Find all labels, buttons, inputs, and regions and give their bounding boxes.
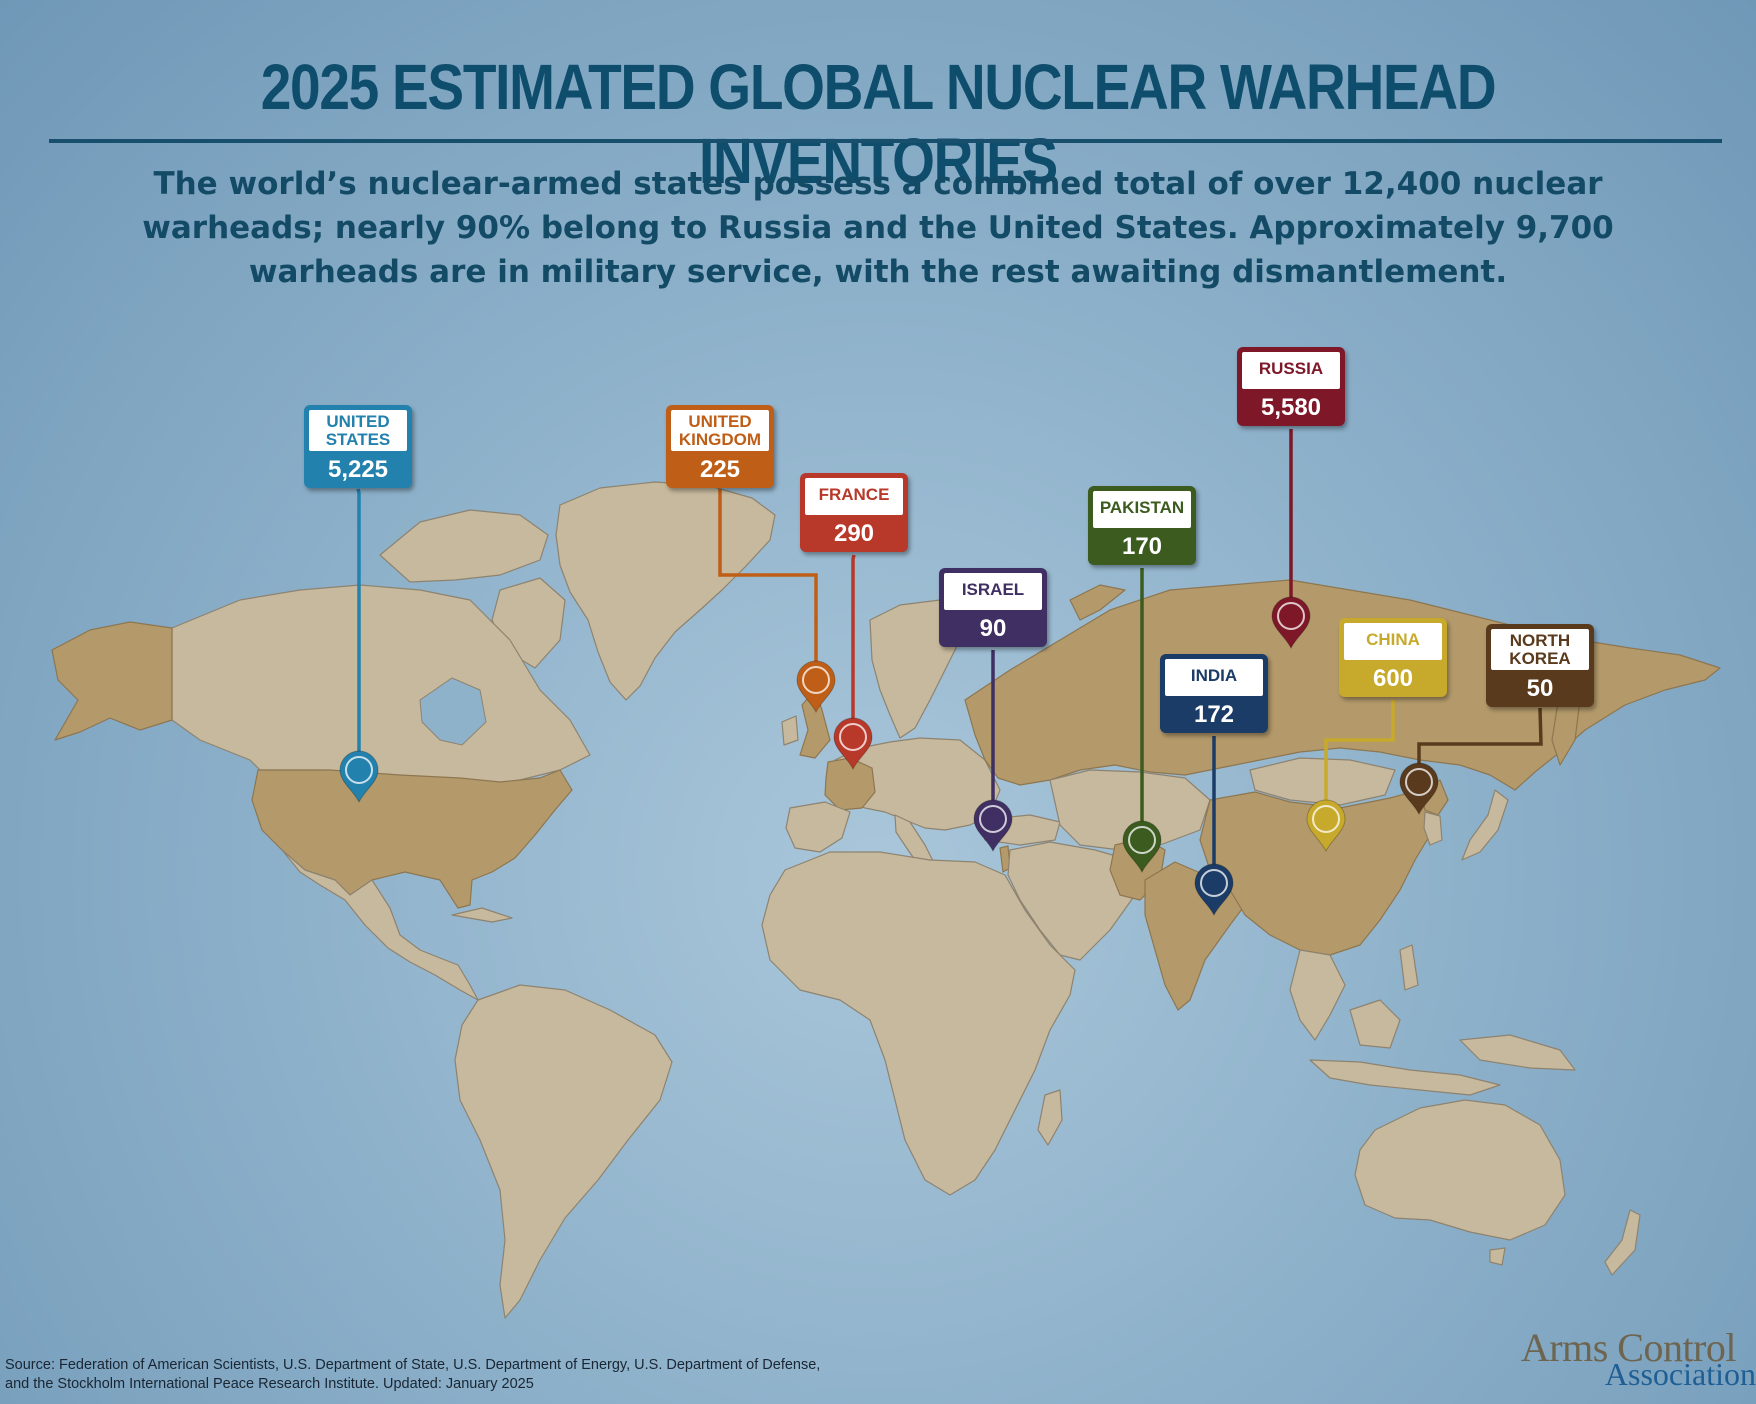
land-china (1199, 789, 1441, 956)
callout-card-pakistan[interactable]: PAKISTAN 170 (1088, 486, 1196, 565)
source-line-1: Source: Federation of American Scientist… (5, 1357, 821, 1373)
land-new-guinea (1459, 1034, 1576, 1071)
map-pin-icon[interactable] (1194, 863, 1234, 917)
callout-line-nkorea (1417, 707, 1543, 764)
logo-line-1: Arms Control (1520, 1325, 1737, 1370)
land-philippines (1399, 944, 1419, 991)
map-pin-icon[interactable] (1399, 762, 1439, 816)
lake-hudson-bay (419, 677, 487, 746)
land-indonesia (1309, 1059, 1501, 1096)
land-alaska (51, 621, 173, 741)
country-name: INDIA (1165, 659, 1263, 696)
country-name: FRANCE (805, 478, 903, 515)
land-mexico (281, 849, 479, 1001)
land-united-states (251, 769, 573, 909)
warhead-count: 170 (1121, 533, 1163, 560)
land-greenland (555, 481, 776, 701)
callout-card-russia[interactable]: RUSSIA 5,580 (1237, 347, 1345, 426)
callout-card-nkorea[interactable]: NORTH KOREA 50 (1486, 624, 1594, 707)
subtitle: The world’s nuclear-armed states possess… (142, 166, 1614, 290)
land-south-america (454, 984, 673, 1319)
country-name: NORTH KOREA (1491, 629, 1589, 670)
title-divider (49, 139, 1722, 143)
warhead-count: 172 (1193, 701, 1235, 728)
land-cuba (451, 907, 513, 923)
land-middle-east (1007, 841, 1136, 961)
warhead-count: 50 (1526, 675, 1554, 702)
page-title: 2025 ESTIMATED GLOBAL NUCLEAR WARHEAD IN… (260, 51, 1497, 197)
callout-card-uk[interactable]: UNITED KINGDOM 225 (666, 405, 774, 488)
warhead-count: 290 (833, 520, 875, 547)
map-pin-icon[interactable] (1122, 820, 1162, 874)
map-pins (339, 596, 1439, 917)
country-name: ISRAEL (944, 573, 1042, 610)
land-arctic-islands (379, 509, 549, 583)
map-pin-icon[interactable] (973, 799, 1013, 853)
land-iberia (785, 801, 851, 853)
callout-line-us (356, 488, 361, 752)
land-mongolia (1249, 757, 1396, 806)
map-pin-icon[interactable] (1271, 596, 1311, 650)
callout-line-uk (718, 489, 818, 662)
country-name: RUSSIA (1242, 352, 1340, 389)
map-pin-icon[interactable] (1306, 799, 1346, 853)
land-japan (1461, 789, 1509, 861)
land-new-zealand (1604, 1209, 1641, 1276)
land-australia (1354, 1099, 1566, 1241)
callout-card-india[interactable]: INDIA 172 (1160, 654, 1268, 733)
source-line-2: and the Stockholm International Peace Re… (5, 1376, 534, 1392)
land-africa (761, 851, 1076, 1196)
country-name: UNITED STATES (309, 410, 407, 451)
callout-card-us[interactable]: UNITED STATES 5,225 (304, 405, 412, 488)
land-southeast-asia (1289, 949, 1346, 1041)
land-madagascar (1037, 1089, 1063, 1146)
callout-card-france[interactable]: FRANCE 290 (800, 473, 908, 552)
callout-line-france (851, 554, 856, 719)
logo-line-2: Association (1604, 1356, 1756, 1392)
land-central-asia (1049, 769, 1211, 851)
land-borneo (1349, 999, 1401, 1049)
callout-line-china (1324, 700, 1395, 801)
land-tasmania (1489, 1247, 1506, 1266)
map-pin-icon[interactable] (796, 660, 836, 714)
map-pin-icon[interactable] (833, 717, 873, 771)
callout-card-china[interactable]: CHINA 600 (1339, 618, 1447, 697)
warhead-count: 5,225 (327, 456, 389, 483)
warhead-count: 225 (699, 456, 741, 483)
arms-control-association-logo[interactable]: Arms Control Association (1496, 1320, 1756, 1392)
land-ireland (781, 715, 799, 746)
land-south-korea (1423, 811, 1443, 846)
country-name: UNITED KINGDOM (671, 410, 769, 451)
source-note: Source: Federation of American Scientist… (5, 1356, 985, 1394)
country-name: PAKISTAN (1093, 491, 1191, 528)
callout-card-israel[interactable]: ISRAEL 90 (939, 568, 1047, 647)
warhead-count: 5,580 (1260, 394, 1322, 421)
map-pin-icon[interactable] (339, 750, 379, 804)
land-novaya-zemlya (1069, 584, 1126, 621)
country-name: CHINA (1344, 623, 1442, 660)
warhead-count: 90 (979, 615, 1007, 642)
callout-lines (356, 429, 1543, 865)
warhead-count: 600 (1372, 665, 1414, 692)
